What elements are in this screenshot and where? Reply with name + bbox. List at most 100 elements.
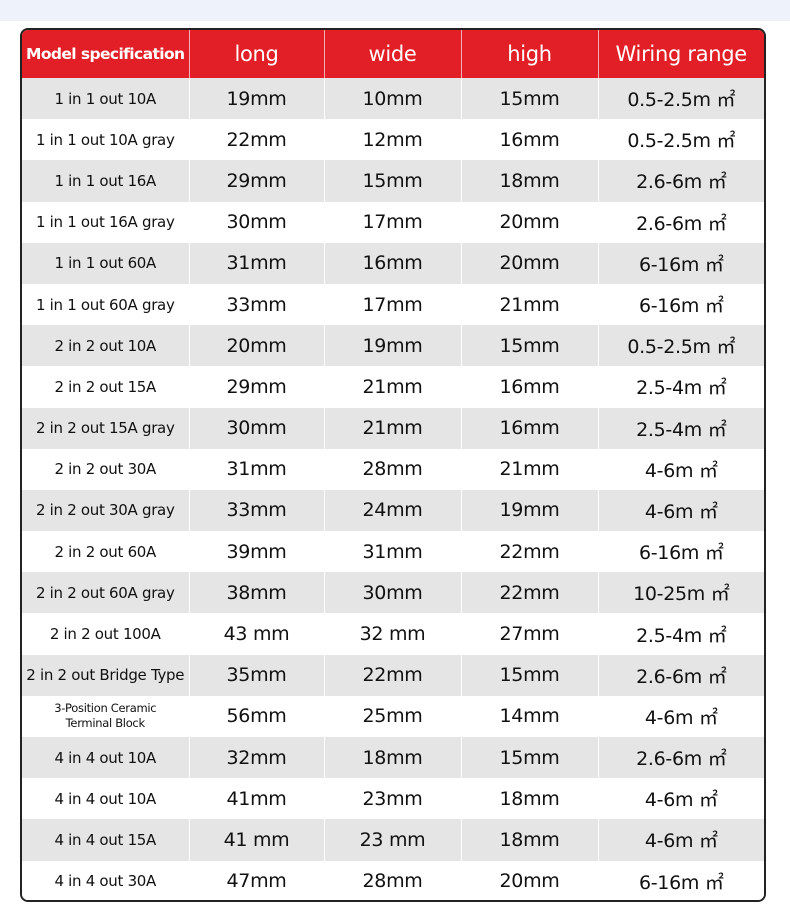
- top-band: [0, 0, 790, 21]
- cell-wiring-range: 0.5-2.5m ㎡: [598, 78, 764, 120]
- cell-wide: 30mm: [324, 572, 462, 614]
- cell-model: 1 in 1 out 60A: [22, 242, 190, 284]
- cell-wide: 28mm: [324, 448, 462, 490]
- cell-high: 15mm: [461, 78, 599, 120]
- cell-high: 15mm: [461, 325, 599, 367]
- table-row: 2 in 2 out 60A gray 38mm 30mm 22mm 10-25m ㎡: [22, 572, 764, 614]
- cell-model: 4 in 4 out 30A: [22, 860, 190, 900]
- cell-wiring-range: 2.6-6m ㎡: [598, 160, 764, 202]
- cell-wide: 31mm: [324, 531, 462, 573]
- cell-long: 30mm: [189, 407, 325, 449]
- header-row: Model specification long wide high Wiring ra…: [22, 30, 764, 78]
- cell-high: 18mm: [461, 778, 599, 820]
- header-model: Model specification: [22, 30, 190, 78]
- cell-long: 29mm: [189, 160, 325, 202]
- cell-wiring-range: 2.5-4m ㎡: [598, 407, 764, 449]
- cell-wide: 21mm: [324, 366, 462, 408]
- cell-long: 31mm: [189, 242, 325, 284]
- cell-high: 22mm: [461, 572, 599, 614]
- cell-long: 20mm: [189, 325, 325, 367]
- cell-long: 29mm: [189, 366, 325, 408]
- table-row: 2 in 2 out 30A 31mm 28mm 21mm 4-6m ㎡: [22, 448, 764, 490]
- cell-wide: 16mm: [324, 242, 462, 284]
- cell-high: 16mm: [461, 119, 599, 161]
- table-row: 2 in 2 out 60A 39mm 31mm 22mm 6-16m ㎡: [22, 531, 764, 573]
- cell-model: 2 in 2 out Bridge Type: [22, 654, 190, 696]
- cell-long: 38mm: [189, 572, 325, 614]
- table-row: 2 in 2 out 10A 20mm 19mm 15mm 0.5-2.5m ㎡: [22, 325, 764, 367]
- cell-high: 20mm: [461, 860, 599, 900]
- cell-wide: 28mm: [324, 860, 462, 900]
- table-row: 4 in 4 out 30A 47mm 28mm 20mm 6-16m ㎡: [22, 860, 764, 900]
- cell-model: 1 in 1 out 16A gray: [22, 201, 190, 243]
- table-row: 1 in 1 out 10A gray 22mm 12mm 16mm 0.5-2.5m …: [22, 119, 764, 161]
- cell-model: 2 in 2 out 100A: [22, 613, 190, 655]
- cell-long: 30mm: [189, 201, 325, 243]
- cell-wide: 25mm: [324, 695, 462, 737]
- cell-wiring-range: 4-6m ㎡: [598, 448, 764, 490]
- cell-model: 1 in 1 out 10A: [22, 78, 190, 120]
- spec-table: Model specification long wide high Wiring ra…: [22, 30, 764, 900]
- cell-model: 1 in 1 out 16A: [22, 160, 190, 202]
- cell-high: 20mm: [461, 201, 599, 243]
- cell-wide: 24mm: [324, 489, 462, 532]
- cell-long: 33mm: [189, 489, 325, 532]
- cell-model: 2 in 2 out 60A gray: [22, 572, 190, 614]
- cell-wiring-range: 0.5-2.5m ㎡: [598, 119, 764, 161]
- cell-long: 35mm: [189, 654, 325, 696]
- cell-long: 31mm: [189, 448, 325, 490]
- cell-high: 18mm: [461, 819, 599, 861]
- cell-long: 33mm: [189, 283, 325, 326]
- cell-wide: 17mm: [324, 283, 462, 326]
- cell-wiring-range: 2.5-4m ㎡: [598, 613, 764, 655]
- cell-wide: 32 mm: [324, 613, 462, 655]
- cell-long: 22mm: [189, 119, 325, 161]
- cell-wiring-range: 2.6-6m ㎡: [598, 737, 764, 779]
- header-wiring-range: Wiring range: [598, 30, 764, 78]
- cell-wiring-range: 10-25m ㎡: [598, 572, 764, 614]
- cell-wide: 22mm: [324, 654, 462, 696]
- cell-high: 14mm: [461, 695, 599, 737]
- cell-long: 43 mm: [189, 613, 325, 655]
- cell-wiring-range: 6-16m ㎡: [598, 283, 764, 326]
- cell-model: 2 in 2 out 15A: [22, 366, 190, 408]
- cell-model: 4 in 4 out 10A: [22, 737, 190, 779]
- table-row: 4 in 4 out 15A 41 mm 23 mm 18mm 4-6m ㎡: [22, 819, 764, 861]
- cell-model: 2 in 2 out 60A: [22, 531, 190, 573]
- cell-model: 1 in 1 out 10A gray: [22, 119, 190, 161]
- table-row: 1 in 1 out 16A 29mm 15mm 18mm 2.6-6m ㎡: [22, 160, 764, 202]
- cell-wiring-range: 2.5-4m ㎡: [598, 366, 764, 408]
- cell-wide: 10mm: [324, 78, 462, 120]
- table-row: 2 in 2 out 30A gray 33mm 24mm 19mm 4-6m ㎡: [22, 489, 764, 532]
- table-row: 1 in 1 out 10A 19mm 10mm 15mm 0.5-2.5m ㎡: [22, 78, 764, 120]
- cell-wiring-range: 4-6m ㎡: [598, 489, 764, 532]
- table-row: 2 in 2 out 15A gray 30mm 21mm 16mm 2.5-4m ㎡: [22, 407, 764, 449]
- cell-wide: 19mm: [324, 325, 462, 367]
- cell-long: 41 mm: [189, 819, 325, 861]
- cell-high: 19mm: [461, 489, 599, 532]
- cell-high: 16mm: [461, 407, 599, 449]
- cell-high: 21mm: [461, 448, 599, 490]
- cell-wide: 15mm: [324, 160, 462, 202]
- header-high: high: [461, 30, 599, 78]
- cell-wide: 12mm: [324, 119, 462, 161]
- cell-model: 4 in 4 out 15A: [22, 819, 190, 861]
- cell-high: 22mm: [461, 531, 599, 573]
- cell-model: 1 in 1 out 60A gray: [22, 283, 190, 326]
- cell-high: 15mm: [461, 654, 599, 696]
- cell-long: 19mm: [189, 78, 325, 120]
- table-row: 2 in 2 out Bridge Type 35mm 22mm 15mm 2.6-6m…: [22, 654, 764, 696]
- table-row: 1 in 1 out 60A 31mm 16mm 20mm 6-16m ㎡: [22, 242, 764, 284]
- cell-model: 4 in 4 out 10A: [22, 778, 190, 820]
- cell-model: 2 in 2 out 10A: [22, 325, 190, 367]
- cell-long: 41mm: [189, 778, 325, 820]
- cell-model: 3-Position Ceramic Terminal Block: [22, 695, 190, 737]
- table-row: 1 in 1 out 16A gray 30mm 17mm 20mm 2.6-6m ㎡: [22, 201, 764, 243]
- cell-wiring-range: 2.6-6m ㎡: [598, 201, 764, 243]
- table-row: 1 in 1 out 60A gray 33mm 17mm 21mm 6-16m ㎡: [22, 283, 764, 326]
- header-wide: wide: [324, 30, 462, 78]
- cell-model: 2 in 2 out 15A gray: [22, 407, 190, 449]
- table-row: 2 in 2 out 15A 29mm 21mm 16mm 2.5-4m ㎡: [22, 366, 764, 408]
- cell-model: 2 in 2 out 30A: [22, 448, 190, 490]
- header-long: long: [189, 30, 325, 78]
